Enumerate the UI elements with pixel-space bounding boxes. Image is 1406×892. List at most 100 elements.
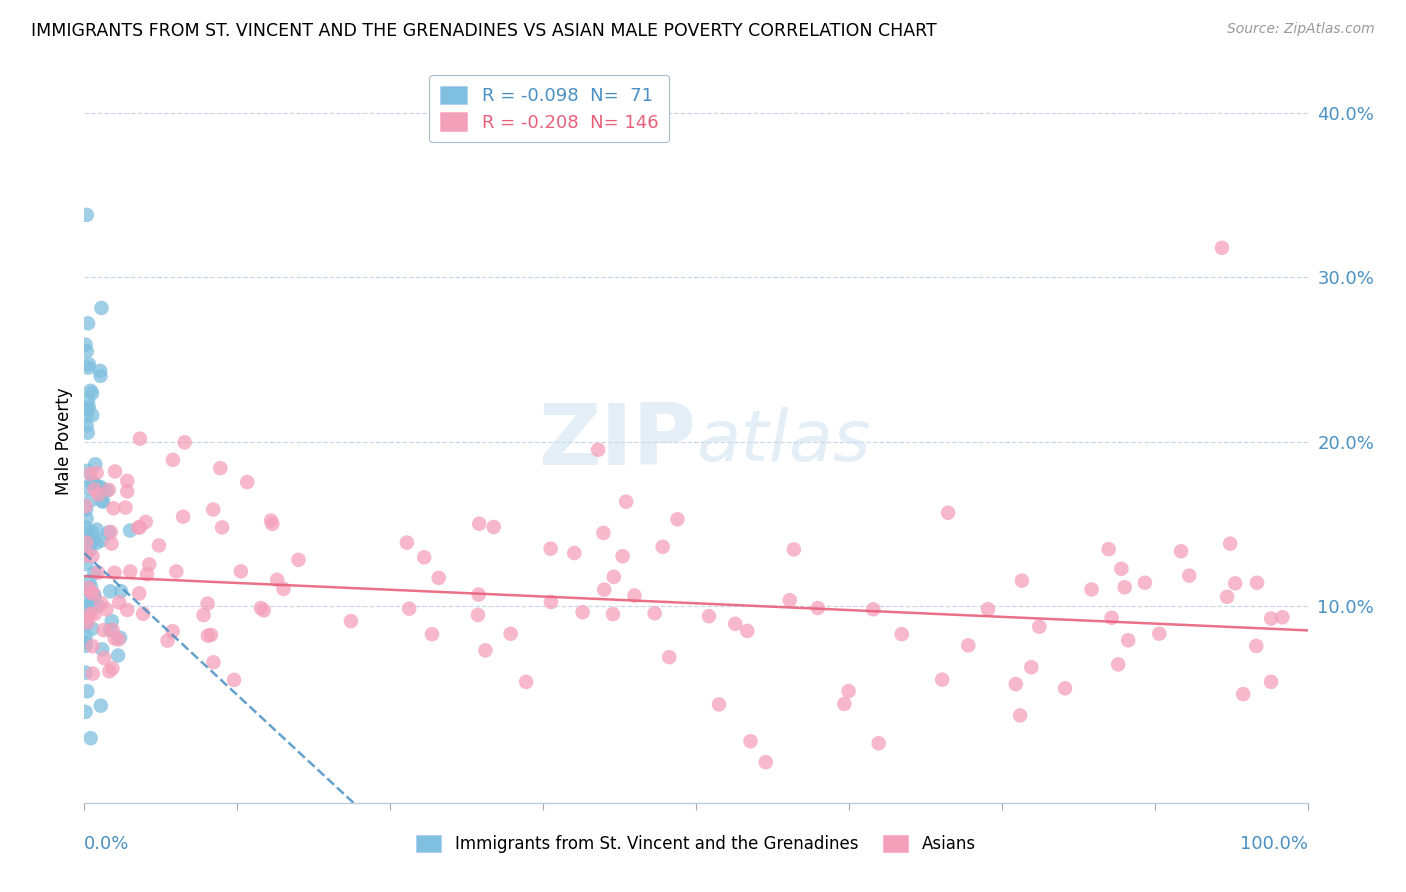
- Point: [562, 546, 585, 560]
- Point: [101, 661, 124, 675]
- Point: [75, 502, 97, 516]
- Point: [651, 540, 673, 554]
- Point: [77, 581, 100, 595]
- Point: [76, 344, 98, 359]
- Point: [75, 481, 97, 495]
- Text: 100.0%: 100.0%: [1240, 835, 1308, 854]
- Point: [103, 566, 125, 580]
- Point: [82, 622, 104, 636]
- Point: [75, 520, 97, 534]
- Point: [1111, 562, 1133, 576]
- Point: [76, 418, 98, 433]
- Point: [838, 684, 860, 698]
- Point: [658, 650, 681, 665]
- Point: [98, 584, 121, 599]
- Point: [75, 337, 97, 351]
- Text: ZIP: ZIP: [538, 400, 696, 483]
- Point: [80, 585, 103, 599]
- Point: [132, 607, 155, 621]
- Point: [666, 512, 689, 526]
- Point: [173, 435, 195, 450]
- Point: [273, 582, 295, 596]
- Point: [80, 475, 103, 490]
- Point: [97, 525, 120, 540]
- Point: [1225, 576, 1247, 591]
- Point: [266, 573, 288, 587]
- Point: [75, 705, 97, 719]
- Point: [75, 639, 97, 653]
- Point: [1004, 677, 1026, 691]
- Point: [260, 514, 283, 528]
- Point: [957, 639, 980, 653]
- Point: [807, 601, 830, 615]
- Point: [1211, 241, 1233, 255]
- Point: [603, 570, 626, 584]
- Point: [91, 642, 114, 657]
- Point: [93, 651, 115, 665]
- Point: [740, 734, 762, 748]
- Point: [75, 635, 97, 649]
- Point: [80, 493, 103, 508]
- Point: [172, 509, 194, 524]
- Point: [644, 606, 666, 620]
- Point: [79, 607, 101, 621]
- Point: [83, 590, 105, 604]
- Point: [89, 364, 111, 378]
- Point: [93, 623, 115, 637]
- Point: [75, 611, 97, 625]
- Point: [1260, 611, 1282, 625]
- Point: [82, 639, 104, 653]
- Point: [623, 589, 645, 603]
- Point: [482, 520, 505, 534]
- Point: [91, 493, 114, 508]
- Point: [197, 597, 219, 611]
- Point: [1053, 681, 1076, 696]
- Point: [101, 623, 124, 637]
- Point: [1028, 620, 1050, 634]
- Point: [84, 458, 107, 472]
- Point: [165, 565, 187, 579]
- Point: [222, 673, 245, 687]
- Point: [91, 494, 114, 508]
- Point: [77, 360, 100, 375]
- Point: [120, 524, 142, 538]
- Point: [253, 603, 276, 617]
- Point: [697, 609, 720, 624]
- Point: [76, 684, 98, 698]
- Point: [75, 582, 97, 596]
- Legend: Immigrants from St. Vincent and the Grenadines, Asians: Immigrants from St. Vincent and the Gren…: [409, 828, 983, 860]
- Point: [592, 525, 614, 540]
- Point: [120, 565, 142, 579]
- Point: [262, 516, 284, 531]
- Point: [80, 524, 103, 539]
- Point: [467, 588, 489, 602]
- Point: [129, 520, 152, 534]
- Point: [87, 480, 110, 494]
- Point: [832, 697, 855, 711]
- Point: [737, 624, 759, 638]
- Point: [128, 586, 150, 600]
- Point: [931, 673, 953, 687]
- Point: [75, 499, 97, 513]
- Point: [115, 603, 138, 617]
- Point: [90, 698, 112, 713]
- Point: [75, 618, 97, 632]
- Point: [202, 502, 225, 516]
- Point: [100, 524, 122, 539]
- Point: [420, 627, 443, 641]
- Point: [76, 425, 98, 440]
- Point: [76, 591, 98, 605]
- Point: [80, 731, 103, 746]
- Point: [1010, 708, 1032, 723]
- Point: [108, 631, 131, 645]
- Point: [82, 408, 104, 422]
- Point: [779, 593, 801, 607]
- Point: [76, 401, 98, 416]
- Point: [148, 539, 170, 553]
- Point: [614, 494, 637, 508]
- Point: [197, 629, 219, 643]
- Point: [474, 643, 496, 657]
- Point: [86, 536, 108, 550]
- Point: [77, 357, 100, 371]
- Point: [79, 384, 101, 398]
